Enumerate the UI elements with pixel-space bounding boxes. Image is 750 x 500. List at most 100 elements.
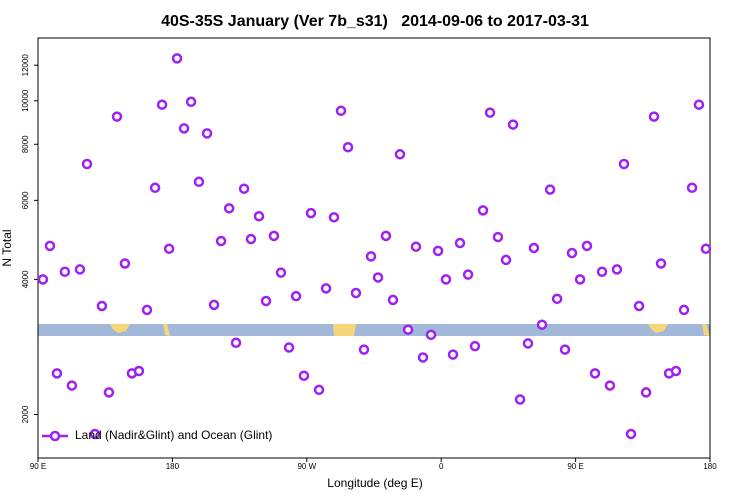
land-shape <box>648 324 668 333</box>
y-tick-label: 4000 <box>21 270 30 288</box>
point <box>305 207 317 219</box>
point <box>417 352 429 363</box>
x-tick-label: 90 W <box>297 462 316 471</box>
point <box>96 300 108 312</box>
point <box>648 111 660 122</box>
point <box>365 251 377 262</box>
land-shape <box>110 324 130 333</box>
point <box>230 337 242 348</box>
point <box>313 384 325 396</box>
point <box>119 258 131 269</box>
point <box>298 370 310 381</box>
chart-title: 40S-35S January (Ver 7b_s31) 2014-09-06 … <box>161 13 589 30</box>
x-axis-label: Longitude (deg E) <box>327 476 422 490</box>
point <box>410 241 422 252</box>
point <box>328 212 340 223</box>
point <box>372 272 384 283</box>
point <box>447 349 459 360</box>
x-tick-label: 180 <box>166 462 180 471</box>
point <box>238 183 250 194</box>
point <box>655 258 667 269</box>
point <box>670 365 682 377</box>
point <box>193 176 205 188</box>
point <box>51 368 63 379</box>
point <box>141 304 153 316</box>
land-shape <box>702 324 710 336</box>
point <box>223 203 235 214</box>
y-tick-label: 6000 <box>21 191 30 209</box>
point <box>290 290 302 302</box>
point <box>469 340 481 352</box>
point <box>59 266 71 277</box>
point <box>693 99 705 110</box>
point <box>103 387 115 398</box>
point <box>551 293 563 305</box>
point <box>596 266 608 277</box>
point <box>686 182 698 194</box>
y-axis-label: N Total <box>0 229 14 266</box>
point <box>514 394 526 405</box>
point <box>640 387 652 398</box>
legend-label: Land (Nadir&Glint) and Ocean (Glint) <box>75 428 272 442</box>
point <box>425 329 437 341</box>
point <box>566 247 578 259</box>
point <box>432 245 444 257</box>
point <box>81 158 93 170</box>
point <box>208 299 220 311</box>
point <box>149 182 161 194</box>
point <box>544 184 556 195</box>
point <box>283 342 295 353</box>
point <box>700 243 712 255</box>
land-shape <box>333 324 356 336</box>
point <box>133 365 145 377</box>
y-tick-label: 10000 <box>21 89 30 112</box>
point <box>559 344 571 355</box>
point <box>66 380 78 391</box>
point <box>604 380 616 391</box>
point <box>245 233 257 245</box>
point <box>440 274 452 285</box>
point <box>611 264 623 275</box>
point <box>268 230 280 242</box>
point <box>171 53 183 64</box>
legend-marker <box>49 430 61 442</box>
point <box>477 205 489 216</box>
point <box>37 274 49 285</box>
point <box>253 211 265 222</box>
point <box>342 141 354 153</box>
y-tick-label: 2000 <box>21 405 30 423</box>
x-tick-label: 90 E <box>30 462 46 471</box>
x-tick-label: 180 <box>703 462 717 471</box>
point <box>536 319 548 330</box>
point <box>74 264 86 275</box>
point <box>462 269 474 280</box>
point <box>507 119 519 130</box>
point <box>320 283 332 294</box>
point <box>589 368 601 379</box>
point <box>484 107 496 118</box>
point <box>618 158 630 170</box>
point <box>500 254 512 266</box>
point <box>402 324 414 335</box>
y-tick-label: 12000 <box>21 54 30 77</box>
point <box>163 243 175 255</box>
point <box>201 128 213 139</box>
point <box>275 267 287 278</box>
point <box>350 287 362 299</box>
point <box>492 231 504 243</box>
point <box>678 304 690 316</box>
point <box>358 344 370 355</box>
point <box>156 99 168 110</box>
point <box>185 96 197 108</box>
map-band <box>38 324 710 336</box>
point <box>633 300 645 312</box>
point <box>215 235 227 247</box>
land-shape <box>163 324 170 336</box>
x-tick-label: 90 E <box>567 462 583 471</box>
x-tick-label: 0 <box>439 462 444 471</box>
point <box>178 123 190 134</box>
land <box>110 324 710 336</box>
point <box>581 240 593 252</box>
